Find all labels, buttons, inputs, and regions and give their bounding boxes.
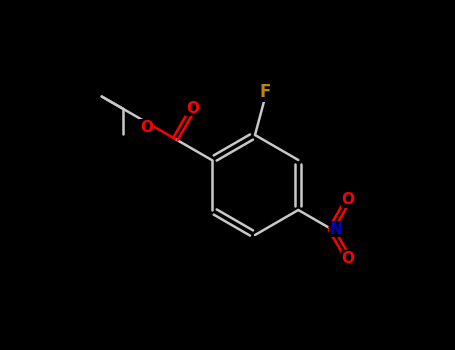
Text: F: F	[259, 83, 271, 101]
Text: O: O	[342, 251, 355, 266]
Text: O: O	[342, 192, 355, 207]
Text: N: N	[330, 222, 343, 237]
Text: O: O	[186, 100, 199, 116]
Text: O: O	[140, 119, 153, 134]
